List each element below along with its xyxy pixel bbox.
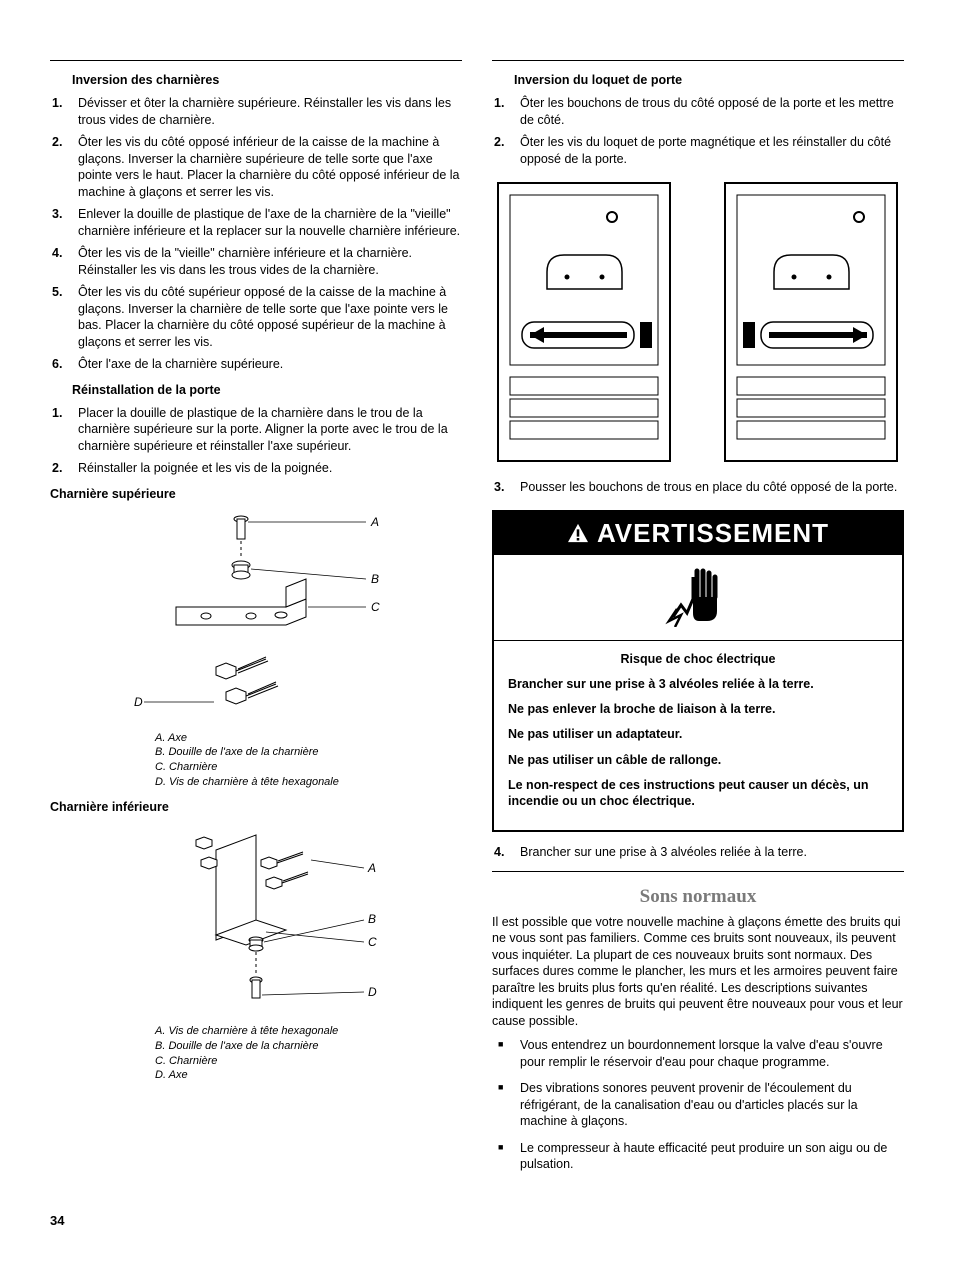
list-item: Des vibrations sonores peuvent provenir … [492, 1080, 904, 1130]
label-c: C [368, 935, 377, 949]
page-number: 34 [50, 1213, 904, 1228]
heading-charniere-inferieure: Charnière inférieure [50, 800, 462, 814]
list-item: Ôter les vis du loquet de porte magnétiq… [492, 134, 904, 167]
label-a: A [370, 515, 379, 529]
left-column: Inversion des charnières Dévisser et ôte… [50, 60, 462, 1183]
warning-body: Risque de choc électrique Brancher sur u… [494, 641, 902, 831]
heading-charniere-superieure: Charnière supérieure [50, 487, 462, 501]
list-item: Vous entendrez un bourdonnement lorsque … [492, 1037, 904, 1070]
warning-line: Risque de choc électrique [508, 651, 888, 667]
label-d: D [368, 985, 377, 999]
shock-hand-icon [663, 565, 733, 627]
section-rule [492, 871, 904, 872]
list-item: Brancher sur une prise à 3 alvéoles reli… [492, 844, 904, 861]
warning-line: Ne pas enlever la broche de liaison à la… [508, 701, 888, 717]
label-b: B [371, 572, 379, 586]
list-item: Dévisser et ôter la charnière supérieure… [50, 95, 462, 128]
list-item: Réinstaller la poignée et les vis de la … [50, 460, 462, 477]
warning-title: AVERTISSEMENT [597, 518, 829, 549]
legend-line: C. Charnière [155, 1054, 462, 1069]
diagram-bottom-hinge: A B C D A. Vis de charnière à tête hexag… [50, 820, 462, 1083]
diagram-top-hinge: A B C D A. Axe B. Douille de l'axe de la… [50, 507, 462, 790]
list-item: Ôter l'axe de la charnière supérieure. [50, 356, 462, 373]
heading-inversion-charnieres: Inversion des charnières [72, 73, 462, 87]
list-inversion-charnieres: Dévisser et ôter la charnière supérieure… [50, 95, 462, 373]
legend-line: B. Douille de l'axe de la charnière [155, 745, 462, 760]
alert-triangle-icon [567, 523, 589, 543]
heading-reinstallation-porte: Réinstallation de la porte [72, 383, 462, 397]
warning-line: Ne pas utiliser un adaptateur. [508, 726, 888, 742]
legend-line: D. Vis de charnière à tête hexagonale [155, 775, 462, 790]
list-item: Placer la douille de plastique de la cha… [50, 405, 462, 455]
door-diagram-right [719, 177, 904, 467]
list-item: Le compresseur à haute efficacité peut p… [492, 1140, 904, 1173]
legend-line: D. Axe [155, 1068, 462, 1083]
list-item: Pousser les bouchons de trous en place d… [492, 479, 904, 496]
warning-box: AVERTISSEMENT Risque de choc électrique … [492, 510, 904, 833]
list-reinstallation-porte: Placer la douille de plastique de la cha… [50, 405, 462, 477]
legend-line: C. Charnière [155, 760, 462, 775]
label-b: B [368, 912, 376, 926]
label-a: A [367, 861, 376, 875]
bottom-hinge-legend: A. Vis de charnière à tête hexagonale B.… [155, 1024, 462, 1083]
warning-line: Ne pas utiliser un câble de rallonge. [508, 752, 888, 768]
right-column: Inversion du loquet de porte Ôter les bo… [492, 60, 904, 1183]
list-item: Ôter les bouchons de trous du côté oppos… [492, 95, 904, 128]
warning-header: AVERTISSEMENT [494, 512, 902, 555]
list-item: Ôter les vis du côté opposé inférieur de… [50, 134, 462, 200]
warning-line: Le non-respect de ces instructions peut … [508, 777, 888, 810]
door-diagram-left [492, 177, 677, 467]
warning-shock-icon-area [494, 555, 902, 641]
list-item: Ôter les vis du côté supérieur opposé de… [50, 284, 462, 350]
sons-intro: Il est possible que votre nouvelle machi… [492, 914, 904, 1030]
heading-inversion-loquet: Inversion du loquet de porte [514, 73, 904, 87]
legend-line: A. Vis de charnière à tête hexagonale [155, 1024, 462, 1039]
page-columns: Inversion des charnières Dévisser et ôte… [50, 60, 904, 1183]
list-loquet-1: Ôter les bouchons de trous du côté oppos… [492, 95, 904, 167]
list-loquet-2: Pousser les bouchons de trous en place d… [492, 479, 904, 496]
label-d: D [134, 695, 143, 709]
heading-sons-normaux: Sons normaux [492, 886, 904, 908]
top-hinge-legend: A. Axe B. Douille de l'axe de la charniè… [155, 731, 462, 790]
warning-line: Brancher sur une prise à 3 alvéoles reli… [508, 676, 888, 692]
top-hinge-svg: A B C D [106, 507, 406, 727]
label-c: C [371, 600, 380, 614]
list-item: Ôter les vis de la "vieille" charnière i… [50, 245, 462, 278]
legend-line: A. Axe [155, 731, 462, 746]
legend-line: B. Douille de l'axe de la charnière [155, 1039, 462, 1054]
list-loquet-3: Brancher sur une prise à 3 alvéoles reli… [492, 844, 904, 861]
bottom-hinge-svg: A B C D [106, 820, 406, 1020]
list-item: Enlever la douille de plastique de l'axe… [50, 206, 462, 239]
door-diagrams [492, 177, 904, 467]
sons-bullets: Vous entendrez un bourdonnement lorsque … [492, 1037, 904, 1173]
